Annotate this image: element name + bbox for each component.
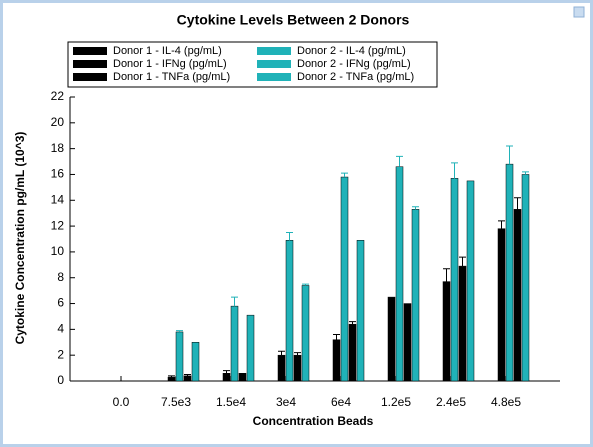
bar: [246, 314, 255, 382]
error-bar: [341, 172, 348, 178]
bar: [442, 281, 451, 382]
bar: [466, 180, 475, 382]
x-tick-label: 3e4: [276, 395, 296, 409]
window-icon[interactable]: [573, 6, 585, 18]
chart-title: Cytokine Levels Between 2 Donors: [177, 12, 410, 28]
bar: [450, 178, 459, 382]
x-tick-label: 1.2e5: [381, 395, 411, 409]
legend-label: Donor 2 - IFNg (pg/mL): [297, 58, 411, 70]
bar: [348, 323, 357, 382]
error-bar: [514, 197, 521, 210]
bar: [340, 176, 349, 382]
bar: [497, 228, 506, 382]
legend-label: Donor 1 - TNFa (pg/mL): [113, 71, 230, 83]
legend-box: [67, 41, 438, 88]
bar: [183, 375, 192, 382]
legend-swatch: [257, 73, 291, 81]
chart: Cytokine Levels Between 2 Donors Concent…: [13, 6, 585, 428]
error-bar: [286, 232, 293, 241]
x-tick-label: 7.5e3: [161, 395, 191, 409]
error-bar: [184, 374, 191, 376]
legend-label: Donor 1 - IFNg (pg/mL): [113, 58, 227, 70]
bar: [230, 305, 239, 382]
y-tick-label: 12: [51, 218, 65, 232]
error-bar: [294, 352, 301, 356]
y-tick-label: 22: [51, 89, 65, 103]
bar: [301, 285, 310, 382]
y-tick-label: 2: [57, 347, 64, 361]
error-bar: [412, 206, 419, 210]
legend-label: Donor 2 - IL-4 (pg/mL): [297, 45, 406, 57]
error-bar: [396, 155, 403, 167]
bar: [395, 166, 404, 382]
legend-label: Donor 1 - IL-4 (pg/mL): [113, 45, 222, 57]
error-bar: [498, 220, 505, 229]
y-tick-label: 16: [51, 167, 65, 181]
y-tick-label: 8: [57, 270, 64, 284]
bar: [285, 240, 294, 382]
bar: [505, 163, 514, 382]
error-bar: [349, 321, 356, 325]
x-axis-label: Concentration Beads: [253, 414, 374, 428]
y-tick-label: 20: [51, 115, 65, 129]
y-tick-label: 0: [57, 373, 64, 387]
error-bar: [176, 330, 183, 332]
bar: [293, 354, 302, 382]
y-tick-label: 10: [51, 244, 65, 258]
bar: [238, 373, 247, 382]
legend-swatch: [257, 60, 291, 68]
bar: [191, 342, 200, 382]
bar: [411, 209, 420, 382]
error-bar: [168, 375, 175, 378]
bar: [387, 296, 396, 382]
y-tick-label: 14: [51, 192, 65, 206]
x-tick-label: 6e4: [331, 395, 351, 409]
x-tick-label: 0.0: [113, 395, 130, 409]
bar: [521, 174, 530, 382]
bar: [356, 240, 365, 382]
x-tick-label: 4.8e5: [491, 395, 521, 409]
error-bar: [302, 283, 309, 286]
bar: [277, 354, 286, 382]
y-tick-label: 6: [57, 296, 64, 310]
y-tick-label: 18: [51, 141, 65, 155]
bar: [167, 376, 176, 382]
error-bar: [443, 268, 450, 282]
error-bar: [333, 334, 340, 340]
error-bar: [459, 256, 466, 267]
bar: [222, 373, 231, 382]
error-bar: [451, 162, 458, 179]
legend-swatch: [73, 73, 107, 81]
error-bar: [522, 171, 529, 175]
bar: [332, 339, 341, 382]
legend-swatch: [73, 60, 107, 68]
bar: [458, 265, 467, 382]
legend-label: Donor 2 - TNFa (pg/mL): [297, 71, 414, 83]
error-bar: [223, 370, 230, 374]
bar: [513, 209, 522, 382]
x-tick-label: 1.5e4: [216, 395, 246, 409]
x-tick-label: 2.4e5: [436, 395, 466, 409]
error-bar: [278, 350, 285, 356]
y-tick-label: 4: [57, 322, 64, 336]
error-bar: [506, 145, 513, 165]
bar: [403, 303, 412, 382]
y-axis-label: Cytokine Concentration pg/mL (10^3): [13, 132, 27, 345]
bar: [175, 331, 184, 382]
error-bar: [231, 296, 238, 307]
legend-swatch: [257, 47, 291, 55]
legend-swatch: [73, 47, 107, 55]
